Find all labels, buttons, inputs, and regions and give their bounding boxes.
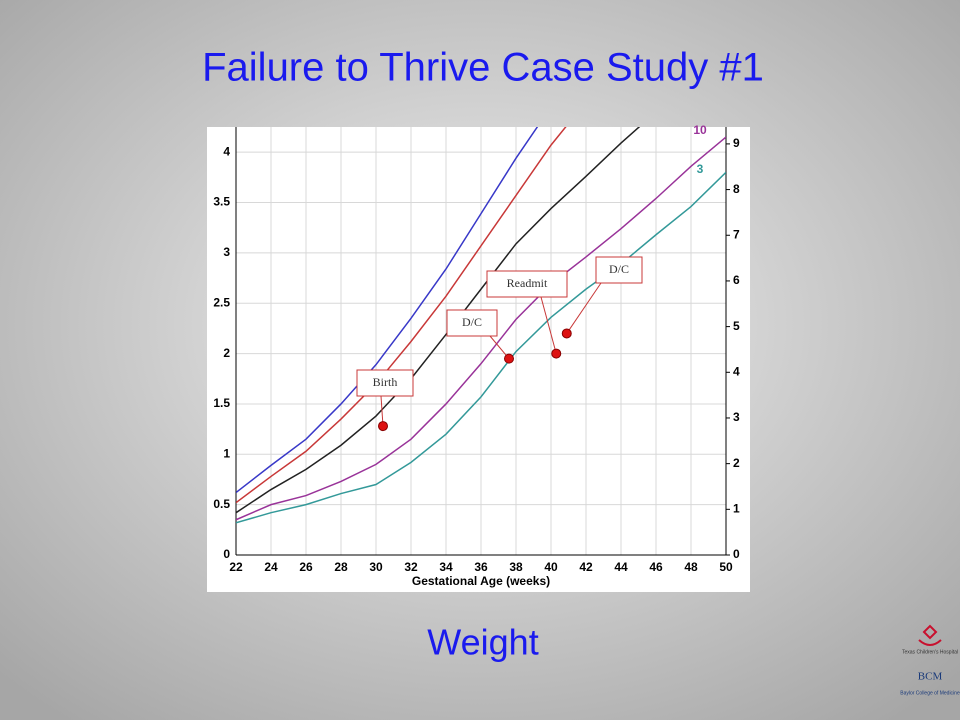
annotation-label: D/C	[609, 262, 629, 276]
x-tick-label: 28	[334, 560, 348, 574]
x-tick-label: 42	[579, 560, 593, 574]
y2-tick-label: 7	[733, 227, 740, 241]
data-point	[504, 353, 514, 364]
y2-tick-label: 4	[733, 364, 740, 378]
y-tick-label: 0	[223, 547, 230, 561]
callout-box	[356, 369, 414, 397]
data-point	[378, 421, 388, 432]
y-tick-label: 4	[223, 144, 230, 158]
y2-tick-label: 6	[733, 273, 740, 287]
x-tick-label: 32	[404, 560, 418, 574]
logo-text: Texas Children's Hospital	[902, 649, 958, 655]
x-tick-label: 34	[439, 560, 453, 574]
y-tick-label: 0.5	[213, 497, 230, 511]
percentile-line	[236, 171, 726, 524]
callout-box	[595, 256, 643, 284]
x-tick-label: 40	[544, 560, 558, 574]
logo: Texas Children's Hospital BCM Baylor Col…	[900, 624, 960, 696]
x-tick-label: 46	[649, 560, 663, 574]
logo-icon	[918, 624, 942, 646]
data-point	[561, 328, 572, 339]
percentile-line	[236, 127, 641, 514]
y-tick-label: 1.5	[213, 396, 230, 410]
y-tick-label: 3	[223, 245, 230, 259]
annotation-label: D/C	[462, 315, 482, 329]
y2-tick-label: 3	[733, 410, 740, 424]
percentile-line	[236, 127, 539, 494]
x-tick-label: 30	[369, 560, 383, 574]
callout-pointer	[540, 296, 557, 354]
data-point	[551, 348, 562, 359]
chart: 22 24 26 28 30 32 34 36 38 40 42 44 46 48 5000.511.522…	[213, 123, 740, 588]
y2-tick-label: 8	[733, 182, 740, 196]
callout-pointer	[566, 282, 602, 334]
x-axis-label: Gestational Age (weeks)	[412, 574, 550, 588]
chart-panel	[207, 127, 750, 592]
annotation-label: Birth	[373, 375, 398, 389]
slide-title: Failure to Thrive Case Study #1	[202, 46, 764, 90]
annotation-label: Readmit	[507, 276, 548, 290]
x-tick-label: 44	[614, 560, 628, 574]
caption: Weight	[427, 622, 538, 663]
y-tick-label: 3.5	[213, 195, 230, 209]
logo-text: BCM	[918, 671, 943, 683]
legend-label: 10	[693, 123, 707, 137]
x-tick-label: 24	[264, 560, 278, 574]
x-tick-label: 22	[229, 560, 243, 574]
plot-area	[236, 127, 726, 524]
logo-text: Baylor College of Medicine	[900, 690, 960, 696]
y-tick-label: 2.5	[213, 295, 230, 309]
y-tick-label: 1	[223, 446, 230, 460]
y2-tick-label: 5	[733, 319, 740, 333]
percentile-line	[236, 127, 567, 504]
x-tick-label: 38	[509, 560, 523, 574]
y2-tick-label: 2	[733, 456, 740, 470]
callout-box	[446, 309, 498, 337]
y2-tick-label: 9	[733, 136, 740, 150]
legend-label: 3	[697, 162, 704, 176]
x-tick-label: 50	[719, 560, 733, 574]
x-tick-label: 48	[684, 560, 698, 574]
percentile-line	[236, 136, 726, 521]
callout-box	[486, 270, 568, 298]
y2-tick-label: 0	[733, 547, 740, 561]
callout-pointer	[380, 395, 384, 427]
x-tick-label: 36	[474, 560, 488, 574]
y-tick-label: 2	[223, 346, 230, 360]
x-tick-label: 26	[299, 560, 313, 574]
y2-tick-label: 1	[733, 501, 740, 515]
